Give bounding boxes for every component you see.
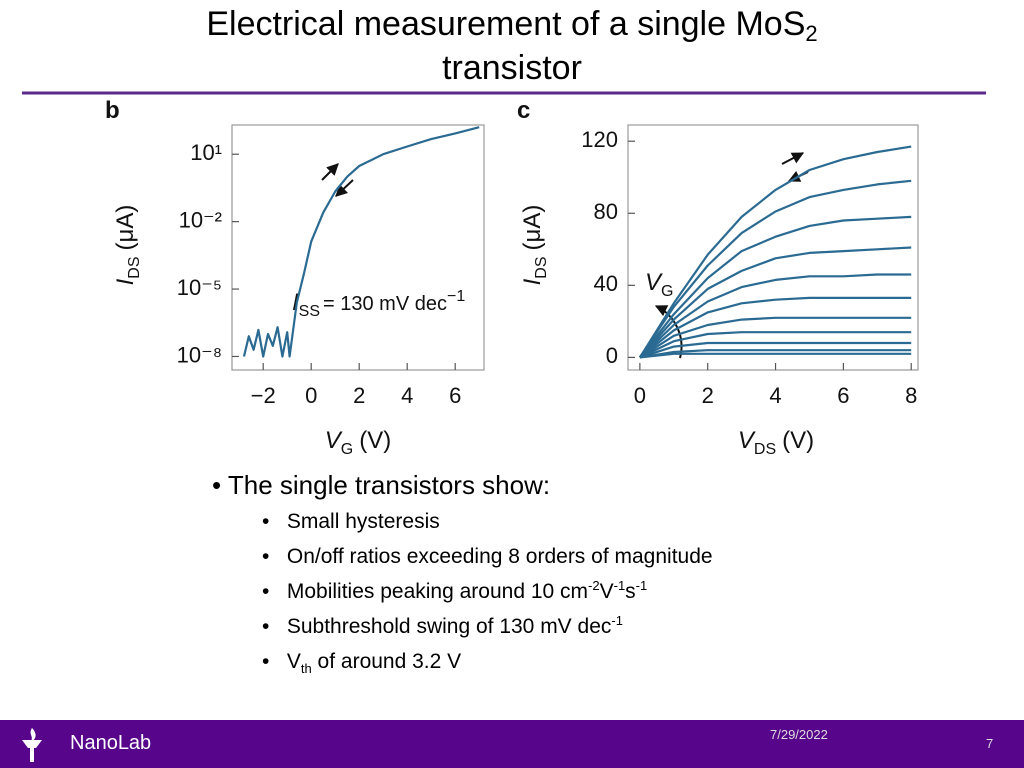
bullet-text: s (625, 580, 636, 603)
bullet-text: Mobilities peaking around 10 cm (286, 580, 589, 603)
annotation-sub: SS (299, 303, 320, 320)
data-line (639, 341, 912, 359)
label-main: V (325, 427, 343, 454)
x-tick-label: 0 (634, 383, 646, 408)
y-tick-label: 10⁻⁵ (177, 275, 222, 300)
data-line (639, 331, 912, 359)
annotation-main: V (645, 269, 663, 296)
data-line (639, 349, 912, 359)
x-tick-label: −2 (251, 383, 276, 408)
label-unit: (μA) (112, 205, 139, 251)
bullet-text: Small hysteresis (286, 510, 440, 533)
bullet-list: • The single transistors show: • Small h… (212, 470, 713, 677)
logo-handle (30, 748, 34, 762)
data-line (639, 273, 912, 359)
title: Electrical measurement of a single MoS2 t… (0, 2, 1024, 90)
data-line (638, 145, 912, 358)
bullet-text: Subthreshold swing of 130 mV dec (286, 615, 612, 638)
logo (22, 728, 42, 762)
bullet-sup: -1 (635, 578, 648, 593)
bullet-text: On/off ratios exceeding 8 orders of magn… (286, 545, 713, 568)
label-unit: (μA) (519, 205, 546, 251)
annotation-sub: G (661, 283, 673, 300)
bullet-text: V (599, 580, 614, 603)
plot-frame (231, 124, 485, 371)
logo-cup (22, 740, 42, 748)
y-tick-label: 0 (606, 343, 618, 368)
bullet-sub: th (300, 661, 312, 677)
x-tick-label: 2 (353, 383, 365, 408)
sub-bullet: • On/off ratios exceeding 8 orders of ma… (262, 545, 713, 568)
plot-frame (627, 124, 919, 371)
data-line (638, 179, 912, 359)
annotation-text: = 130 mV dec (323, 293, 447, 315)
title-text: transistor (442, 49, 582, 87)
label-sub: DS (754, 441, 776, 458)
label-unit: (V) (359, 427, 391, 454)
label-main: V (738, 427, 756, 454)
date: 7/29/2022 (770, 727, 828, 742)
y-tick-label: 120 (581, 127, 618, 152)
y-tick-label: 80 (594, 199, 618, 224)
y-tick-label: 10⁻² (179, 207, 222, 232)
label-sub: DS (126, 256, 143, 278)
bullet-sup: -2 (588, 578, 600, 593)
x-tick-label: 2 (702, 383, 714, 408)
sub-bullet: • Vth of around 3.2 V (262, 650, 462, 677)
y-axis-label: IDS (μA) (112, 205, 143, 286)
title-text: Electrical measurement of a single MoS (206, 5, 806, 43)
x-tick-label: 0 (305, 383, 317, 408)
y-tick-label: 40 (594, 271, 618, 296)
data-line (639, 296, 912, 359)
y-tick-label: 10¹ (190, 140, 222, 165)
label-main: I (112, 278, 139, 285)
data-line (639, 246, 912, 359)
sub-bullet: • Subthreshold swing of 130 mV dec-1 (262, 613, 623, 638)
bullet-sup: -1 (613, 578, 626, 593)
bullet-sup: -1 (611, 613, 623, 628)
data-line (639, 215, 912, 359)
x-tick-label: 6 (837, 383, 849, 408)
logo-flame (30, 728, 36, 742)
footer: NanoLab 7/29/2022 7 (0, 720, 1024, 768)
arrow (335, 179, 354, 197)
sub-bullet: • Small hysteresis (262, 510, 440, 533)
panel-label: c (517, 97, 530, 124)
arrow (321, 163, 339, 181)
x-tick-label: 4 (401, 383, 413, 408)
y-tick-label: 10⁻⁸ (177, 342, 222, 367)
label-sub: G (341, 441, 353, 458)
x-axis-label: VG (V) (325, 427, 391, 458)
x-tick-label: 6 (449, 383, 461, 408)
x-tick-label: 8 (905, 383, 917, 408)
x-tick-label: 4 (769, 383, 781, 408)
x-axis-label: VDS (V) (738, 427, 814, 458)
bullet-text: of around 3.2 V (311, 650, 462, 673)
label-unit: (V) (782, 427, 814, 454)
arrow (781, 152, 805, 165)
data-line (639, 316, 912, 359)
y-axis-label: IDS (μA) (519, 205, 550, 286)
annotation: ISS = 130 mV dec−1 (292, 288, 465, 320)
annotation-sup: −1 (447, 288, 465, 305)
annotation: VG (645, 269, 673, 300)
data-line (242, 126, 480, 358)
title-subscript: 2 (805, 21, 818, 46)
bullet-text: The single transistors show: (227, 470, 551, 500)
figure: b c IDS(μA) VG (V) ISS = 130 mV dec−1 IDS(… (22, 91, 986, 458)
panel-label: b (105, 97, 120, 124)
annotation-main: I (292, 289, 299, 316)
sub-bullet: • Mobilities peaking around 10 cm-2V-1s-… (262, 578, 648, 603)
label-sub: DS (533, 256, 550, 278)
brand: NanoLab (70, 732, 152, 754)
bullet-text: V (286, 650, 301, 673)
bullet: • The single transistors show: (212, 470, 551, 500)
label-main: I (519, 278, 546, 285)
data-line (639, 352, 912, 359)
page-number: 7 (986, 736, 994, 751)
